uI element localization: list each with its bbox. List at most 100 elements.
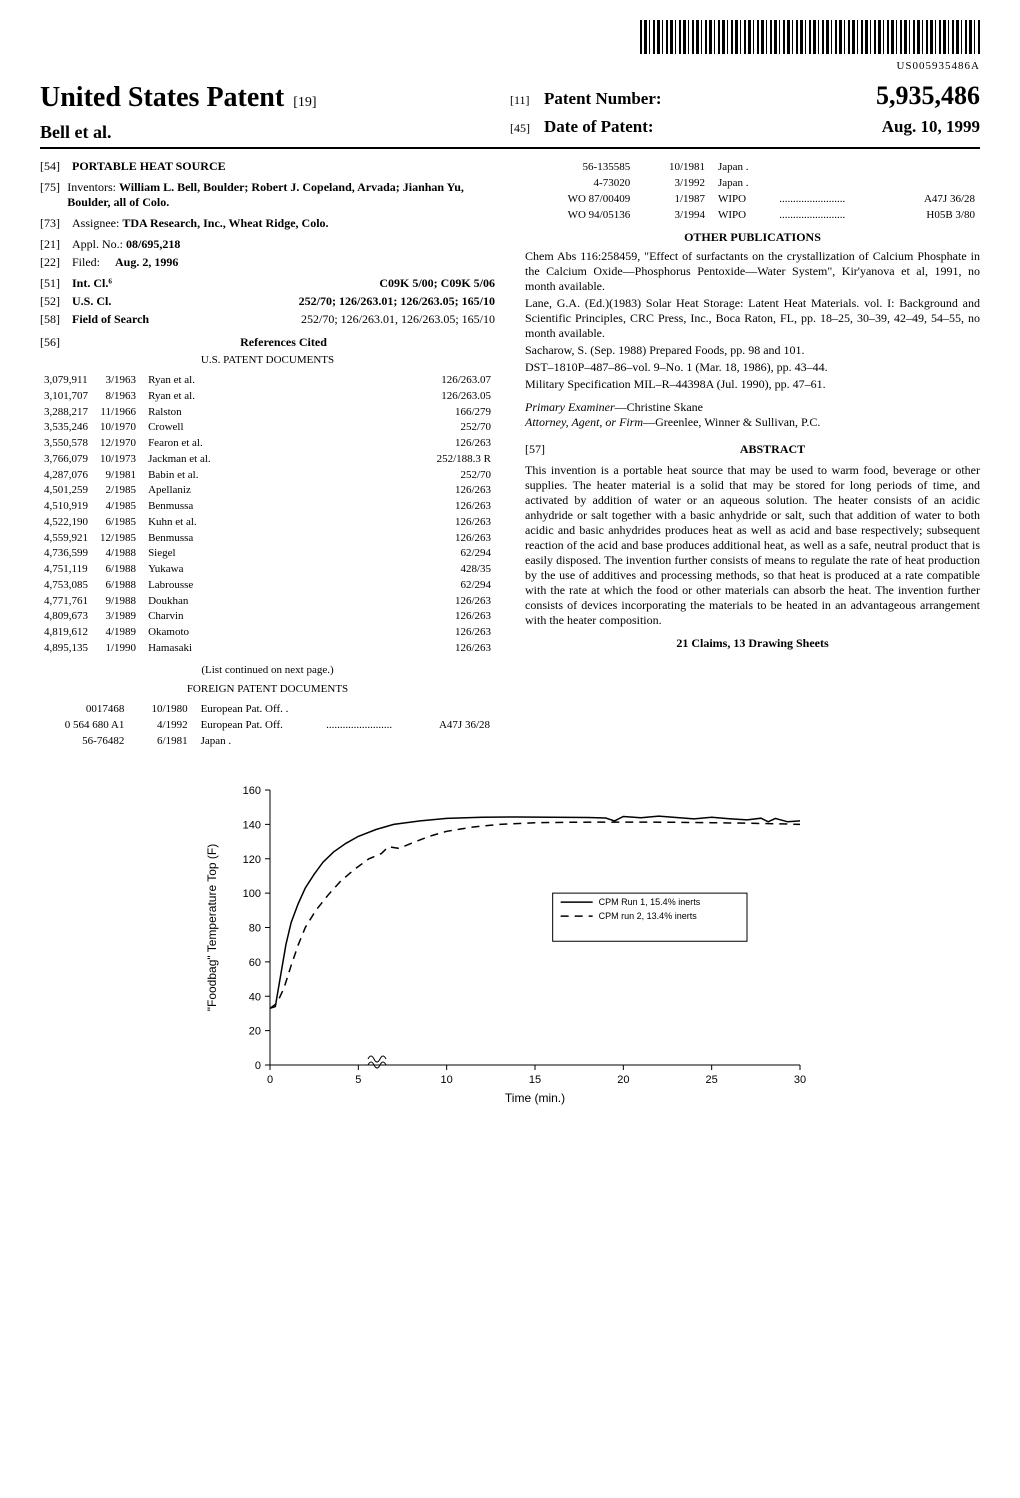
- examiner-label: Primary Examiner: [525, 400, 615, 414]
- f22-label: Filed:: [72, 255, 100, 269]
- leader-dots: [215, 484, 433, 498]
- patent-class: 252/70: [435, 421, 493, 435]
- leader-dots: ........................: [776, 209, 887, 223]
- left-column: [54] PORTABLE HEAT SOURCE [75] Inventors…: [40, 159, 495, 750]
- patent-num: 4,287,076: [42, 469, 90, 483]
- patent-date: 2/1985: [92, 484, 138, 498]
- fpd-num: WO 87/00409: [527, 193, 633, 207]
- svg-text:10: 10: [441, 1074, 453, 1086]
- patent-number-value: 5,935,486: [876, 80, 980, 113]
- us-patents-title: U.S. PATENT DOCUMENTS: [40, 354, 495, 368]
- fpd-date: 3/1992: [635, 177, 708, 191]
- leader-dots: [215, 406, 433, 420]
- temperature-chart: 051015202530020406080100120140160Time (m…: [200, 770, 820, 1110]
- svg-text:40: 40: [249, 992, 261, 1004]
- foreign-patent-row: 56-13558510/1981Japan .: [527, 161, 978, 175]
- patent-class: 166/279: [435, 406, 493, 420]
- patent-date: 10/1970: [92, 421, 138, 435]
- fpd-num: 0017468: [42, 703, 127, 717]
- patent-inventor: Yukawa: [140, 563, 213, 577]
- patent-date: 3/1989: [92, 610, 138, 624]
- svg-text:0: 0: [267, 1074, 273, 1086]
- patent-num: 3,766,079: [42, 453, 90, 467]
- fpd-date: 1/1987: [635, 193, 708, 207]
- us-patent-row: 4,895,1351/1990Hamasaki126/263: [42, 642, 493, 656]
- patent-date: 6/1988: [92, 579, 138, 593]
- fpd-num: 56-76482: [42, 735, 127, 749]
- foreign-patents-table-left: 001746810/1980European Pat. Off. .0 564 …: [40, 701, 495, 750]
- f22-value: Aug. 2, 1996: [115, 255, 178, 269]
- fpd-class: A47J 36/28: [419, 719, 493, 733]
- patent-class: 62/294: [435, 579, 493, 593]
- svg-text:120: 120: [243, 854, 261, 866]
- list-continued: (List continued on next page.): [40, 664, 495, 678]
- us-patent-row: 4,501,2592/1985Apellaniz126/263: [42, 484, 493, 498]
- patent-inventor: Ralston: [140, 406, 213, 420]
- fpd-date: 4/1992: [129, 719, 190, 733]
- us-patent-row: 3,550,57812/1970Fearon et al.126/263: [42, 437, 493, 451]
- svg-text:160: 160: [243, 785, 261, 797]
- fpd-class: [419, 735, 493, 749]
- svg-text:15: 15: [529, 1074, 541, 1086]
- publication-entry: Sacharow, S. (Sep. 1988) Prepared Foods,…: [525, 343, 980, 358]
- patent-inventor: Ryan et al.: [140, 374, 213, 388]
- fpd-date: 6/1981: [129, 735, 190, 749]
- fpd-num: 56-135585: [527, 161, 633, 175]
- svg-text:CPM run 2, 13.4% inerts: CPM run 2, 13.4% inerts: [599, 911, 698, 921]
- foreign-patent-row: 4-730203/1992Japan .: [527, 177, 978, 191]
- svg-text:0: 0: [255, 1060, 261, 1072]
- patent-inventor: Doukhan: [140, 595, 213, 609]
- patent-class: 126/263.05: [435, 390, 493, 404]
- svg-text:140: 140: [243, 820, 261, 832]
- patent-inventor: Benmussa: [140, 532, 213, 546]
- us-patent-row: 3,288,21711/1966Ralston166/279: [42, 406, 493, 420]
- patent-class: 126/263: [435, 532, 493, 546]
- us-patent-row: 4,559,92112/1985Benmussa126/263: [42, 532, 493, 546]
- fpd-num: WO 94/05136: [527, 209, 633, 223]
- us-patent-row: 3,535,24610/1970Crowell252/70: [42, 421, 493, 435]
- svg-text:20: 20: [249, 1026, 261, 1038]
- f52-code: [52]: [40, 294, 72, 309]
- svg-text:CPM Run 1, 15.4% inerts: CPM Run 1, 15.4% inerts: [599, 897, 701, 907]
- date-label: Date of Patent:: [544, 116, 882, 137]
- f73-code: [73]: [40, 216, 72, 231]
- f58-label: Field of Search: [72, 312, 149, 326]
- leader-dots: ........................: [776, 193, 887, 207]
- patent-class: 252/70: [435, 469, 493, 483]
- patent-inventor: Charvin: [140, 610, 213, 624]
- patent-class: 126/263: [435, 500, 493, 514]
- foreign-patent-row: WO 87/004091/1987WIPO...................…: [527, 193, 978, 207]
- fpd-country: Japan .: [710, 161, 774, 175]
- f73-label: Assignee:: [72, 216, 119, 230]
- us-patent-row: 3,766,07910/1973Jackman et al.252/188.3 …: [42, 453, 493, 467]
- patent-date: 9/1988: [92, 595, 138, 609]
- patent-inventor: Ryan et al.: [140, 390, 213, 404]
- patent-num: 3,550,578: [42, 437, 90, 451]
- patent-class: 126/263: [435, 484, 493, 498]
- f54-code: [54]: [40, 159, 72, 174]
- fpd-num: 0 564 680 A1: [42, 719, 127, 733]
- abstract-body: This invention is a portable heat source…: [525, 463, 980, 628]
- f22-code: [22]: [40, 255, 72, 270]
- patent-num: 4,753,085: [42, 579, 90, 593]
- fpd-date: 10/1980: [129, 703, 190, 717]
- publication-entry: Military Specification MIL–R–44398A (Jul…: [525, 377, 980, 392]
- us-patent-row: 4,287,0769/1981Babin et al.252/70: [42, 469, 493, 483]
- foreign-patent-row: WO 94/051363/1994WIPO...................…: [527, 209, 978, 223]
- patent-inventor: Crowell: [140, 421, 213, 435]
- leader-dots: [215, 500, 433, 514]
- leader-dots: [215, 610, 433, 624]
- patent-date: 12/1985: [92, 532, 138, 546]
- f58-code: [58]: [40, 312, 72, 327]
- f58-value: 252/70; 126/263.01, 126/263.05; 165/10: [301, 312, 495, 327]
- leader-dots: [215, 453, 433, 467]
- patent-date: 8/1963: [92, 390, 138, 404]
- fpd-country: Japan .: [193, 735, 322, 749]
- publication-entry: Lane, G.A. (Ed.)(1983) Solar Heat Storag…: [525, 296, 980, 341]
- patent-date: 4/1985: [92, 500, 138, 514]
- us-patent-row: 4,809,6733/1989Charvin126/263: [42, 610, 493, 624]
- svg-text:25: 25: [706, 1074, 718, 1086]
- barcode-graphic: [640, 20, 980, 54]
- patent-inventor: Fearon et al.: [140, 437, 213, 451]
- patent-num: 3,288,217: [42, 406, 90, 420]
